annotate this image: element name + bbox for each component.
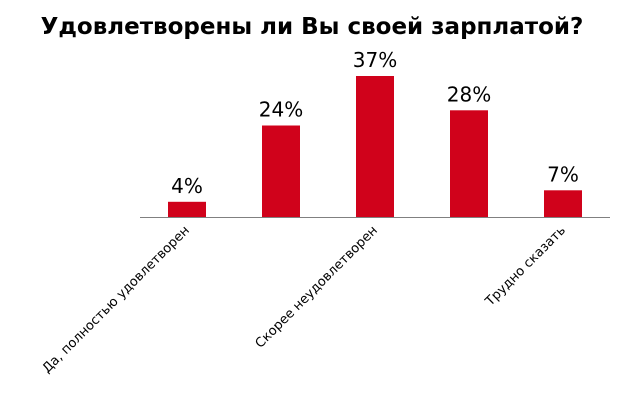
bar-1 — [262, 125, 300, 217]
category-label-0: Да, полностью удовлетворен — [40, 223, 193, 376]
category-label-2: Скорее неудовлетворен — [253, 223, 381, 351]
chart-title: Удовлетворены ли Вы своей зарплатой? — [40, 14, 584, 40]
bar-0 — [168, 201, 206, 217]
data-label-0: 4% — [171, 174, 203, 198]
data-label-2: 37% — [353, 48, 397, 72]
data-label-4: 7% — [547, 162, 579, 186]
bar-3 — [450, 110, 488, 217]
data-label-1: 24% — [259, 98, 303, 122]
bar-4 — [544, 190, 582, 217]
category-label-4: Трудно сказать — [482, 223, 569, 310]
bar-2 — [356, 76, 394, 217]
data-label-3: 28% — [447, 82, 491, 106]
